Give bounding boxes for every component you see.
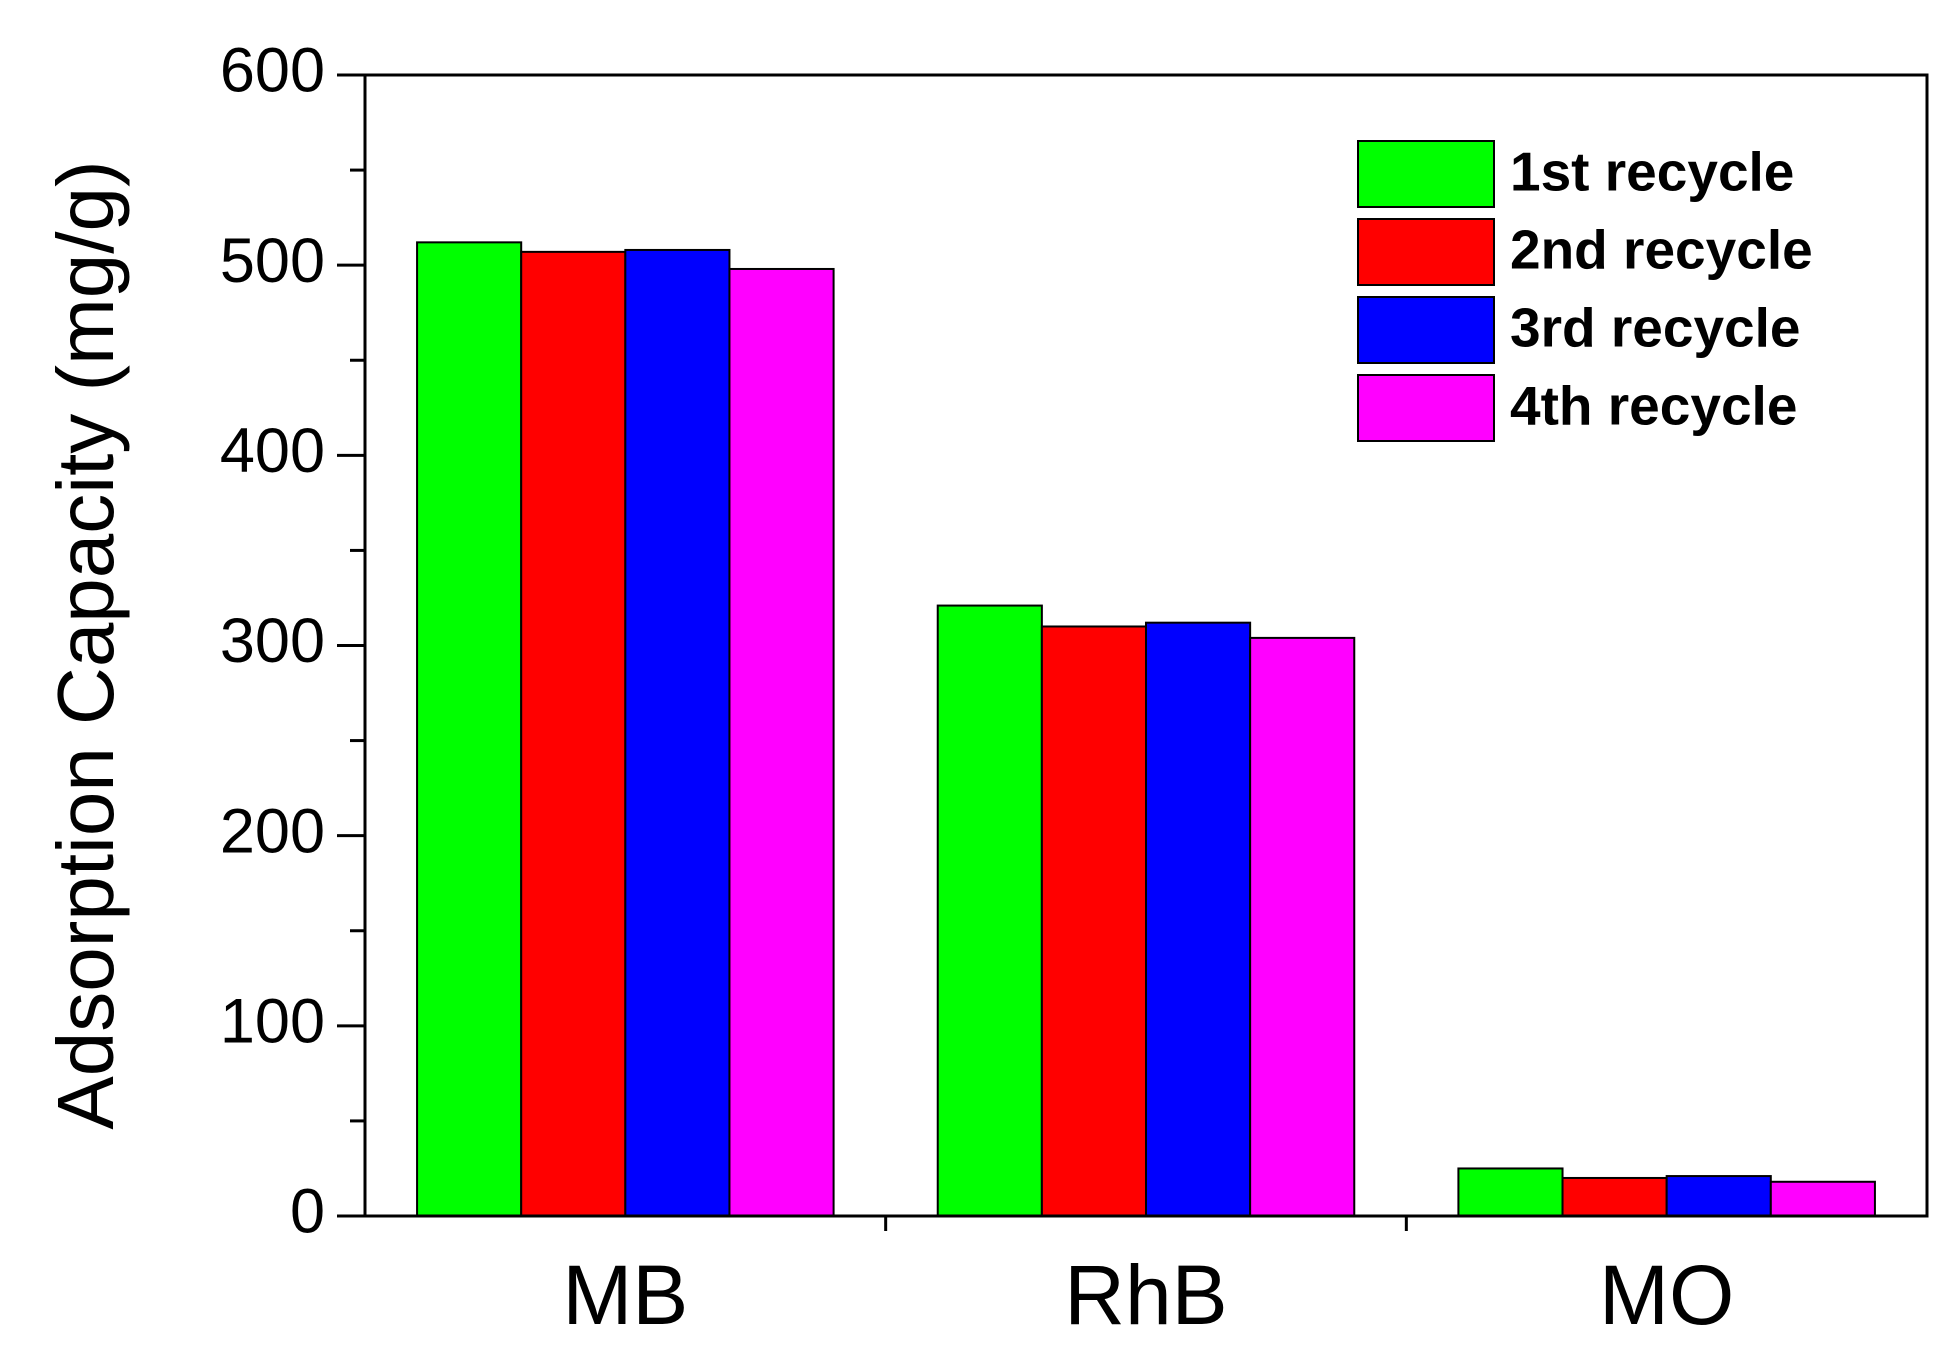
legend-label: 1st recycle (1510, 141, 1794, 203)
bar (1457, 1167, 1564, 1218)
bar (1249, 636, 1356, 1217)
bar (936, 604, 1043, 1217)
bar (416, 241, 523, 1217)
legend-swatch (1357, 218, 1495, 286)
bar (1561, 1176, 1668, 1218)
y-tick-label: 0 (290, 1177, 325, 1247)
legend-swatch (1357, 140, 1495, 208)
legend-label: 4th recycle (1510, 375, 1797, 437)
legend-label: 2nd recycle (1510, 219, 1813, 281)
bar (1040, 625, 1148, 1217)
y-tick-label: 400 (220, 416, 325, 486)
legend-label: 3rd recycle (1510, 297, 1801, 359)
plot-frame (363, 73, 1929, 1218)
bar (1769, 1180, 1876, 1218)
y-tick-label: 200 (220, 796, 325, 866)
y-tick-label: 500 (220, 226, 325, 296)
legend-swatch (1357, 296, 1495, 364)
x-tick-label: MO (1599, 1248, 1734, 1342)
legend-swatch (1357, 374, 1495, 442)
y-tick-label: 600 (220, 36, 325, 106)
y-tick-label: 100 (220, 986, 325, 1056)
y-axis-label: Adsorption Capacity (mg/g) (41, 160, 130, 1129)
bar (520, 250, 627, 1218)
bar (728, 267, 835, 1218)
bar (1665, 1175, 1772, 1217)
y-tick-label: 300 (220, 606, 325, 676)
x-tick-label: RhB (1064, 1248, 1227, 1342)
bar (1145, 621, 1252, 1217)
x-tick-label: MB (562, 1248, 688, 1342)
bar (624, 248, 731, 1218)
